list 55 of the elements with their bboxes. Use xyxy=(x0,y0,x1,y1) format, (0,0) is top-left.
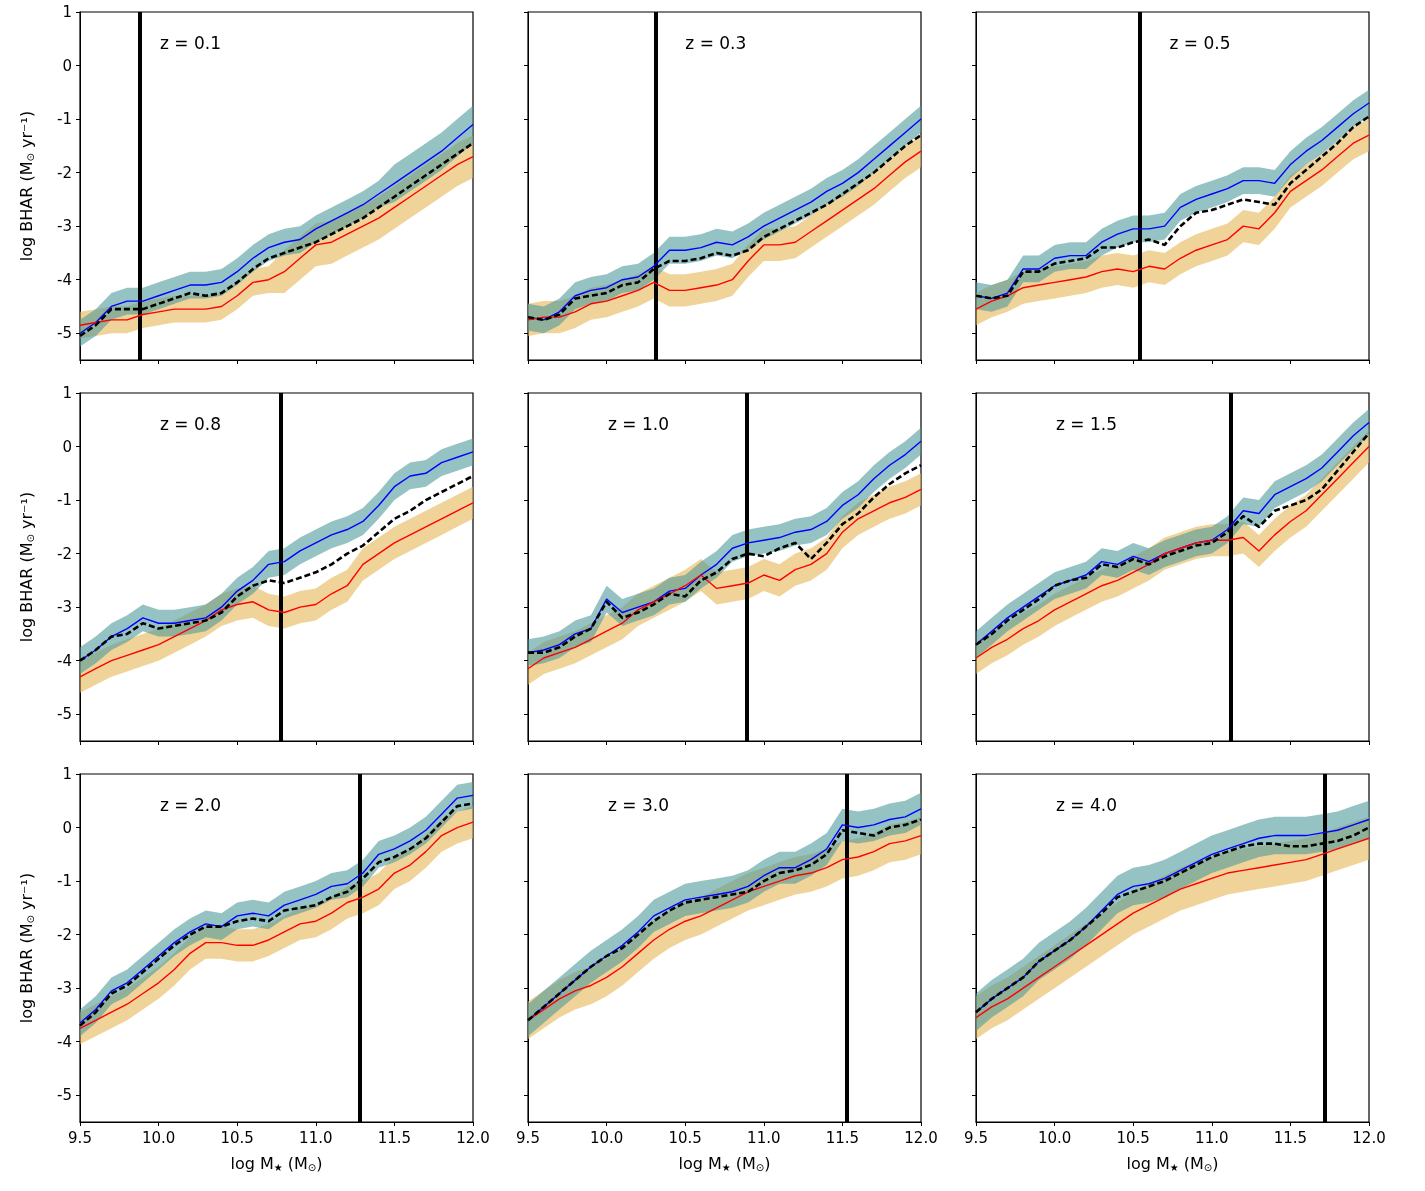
x-tick-label: 11.5 xyxy=(377,1128,412,1147)
x-tick-label: 9.5 xyxy=(516,1128,540,1147)
y-tick-label: -3 xyxy=(57,979,72,998)
y-axis-title: log BHAR (M⊙ yr⁻¹) xyxy=(16,491,36,643)
annotation: z = 0.1 xyxy=(160,32,222,53)
y-tick-label: -4 xyxy=(57,270,72,289)
x-tick-label: 12.0 xyxy=(1352,1128,1386,1147)
x-tick-label: 10.5 xyxy=(220,1128,254,1147)
x-tick-label: 10.0 xyxy=(589,1128,624,1147)
y-tick-label: -3 xyxy=(57,217,72,236)
x-tick-label: 10.5 xyxy=(668,1128,702,1147)
annotation: z = 1.5 xyxy=(1056,413,1118,434)
y-tick-label: 1 xyxy=(62,384,72,402)
y-tick-label: -5 xyxy=(57,705,72,724)
y-tick-label: 0 xyxy=(62,818,72,837)
x-axis-title: log M★ (M⊙) xyxy=(230,1153,323,1173)
y-tick-label: 1 xyxy=(62,3,72,21)
line-series xyxy=(79,502,474,678)
x-axis-title: log M★ (M⊙) xyxy=(1126,1153,1219,1173)
annotation: z = 0.8 xyxy=(160,413,222,434)
y-tick-label: 1 xyxy=(62,765,72,783)
y-tick-label: -5 xyxy=(57,1086,72,1105)
x-tick-label: 10.0 xyxy=(141,1128,176,1147)
x-tick-label: 12.0 xyxy=(456,1128,490,1147)
x-tick-label: 11.0 xyxy=(299,1128,333,1147)
x-axis-title: log M★ (M⊙) xyxy=(678,1153,771,1173)
x-tick-label: 9.5 xyxy=(964,1128,988,1147)
y-axis-title: log BHAR (M⊙ yr⁻¹) xyxy=(16,110,36,262)
y-tick-label: -2 xyxy=(57,163,72,182)
annotation: z = 1.0 xyxy=(608,413,670,434)
y-axis-title: log BHAR (M⊙ yr⁻¹) xyxy=(16,872,36,1024)
y-tick-label: 0 xyxy=(62,437,72,456)
x-tick-label: 11.0 xyxy=(747,1128,781,1147)
annotation: z = 2.0 xyxy=(160,794,222,815)
y-tick-label: -5 xyxy=(57,324,72,343)
annotation: z = 4.0 xyxy=(1056,794,1118,815)
annotation: z = 0.3 xyxy=(685,32,747,53)
y-tick-label: -1 xyxy=(57,110,72,129)
y-tick-label: 0 xyxy=(62,56,72,75)
annotation: z = 0.5 xyxy=(1169,32,1231,53)
x-tick-label: 10.0 xyxy=(1037,1128,1072,1147)
x-tick-label: 10.5 xyxy=(1116,1128,1150,1147)
y-tick-label: -2 xyxy=(57,544,72,563)
x-tick-label: 11.5 xyxy=(825,1128,860,1147)
y-tick-label: -3 xyxy=(57,598,72,617)
x-tick-label: 12.0 xyxy=(904,1128,938,1147)
x-tick-label: 9.5 xyxy=(68,1128,92,1147)
y-tick-label: -4 xyxy=(57,1032,72,1051)
y-tick-label: -1 xyxy=(57,491,72,510)
x-tick-label: 11.0 xyxy=(1195,1128,1229,1147)
y-tick-label: -4 xyxy=(57,651,72,670)
annotation: z = 3.0 xyxy=(608,794,670,815)
y-tick-label: -2 xyxy=(57,925,72,944)
y-tick-label: -1 xyxy=(57,872,72,891)
x-tick-label: 11.5 xyxy=(1273,1128,1308,1147)
